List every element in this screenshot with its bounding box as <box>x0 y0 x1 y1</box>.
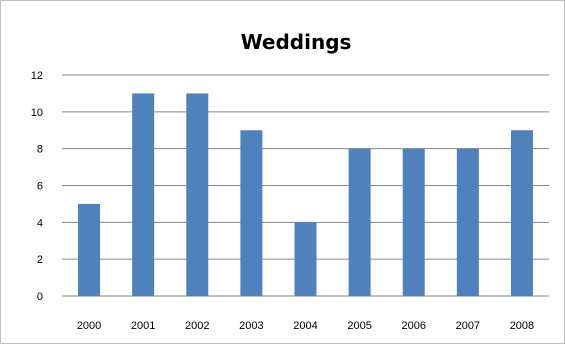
bar-2002 <box>186 93 209 297</box>
bar-2000 <box>78 203 101 296</box>
bar-2004 <box>294 222 317 296</box>
x-tick-label: 2004 <box>293 320 317 332</box>
bar-2005 <box>348 148 371 296</box>
bar-2007 <box>456 148 479 296</box>
bar-2006 <box>402 148 425 296</box>
x-tick-label: 2008 <box>510 320 534 332</box>
bar-2003 <box>240 130 263 296</box>
bar-2008 <box>510 130 533 296</box>
x-tick-label: 2007 <box>456 320 480 332</box>
x-tick-label: 2000 <box>77 320 101 332</box>
y-tick-label: 2 <box>37 254 43 266</box>
y-tick-label: 8 <box>37 144 43 156</box>
y-tick-label: 4 <box>37 217 43 229</box>
y-axis-ticks: 0 2 4 6 8 10 12 <box>31 70 43 303</box>
x-axis-ticks: 2000 2001 2002 2003 2004 2005 2006 2007 2008 <box>77 320 534 332</box>
chart-title: Weddings <box>241 30 352 54</box>
y-tick-label: 12 <box>31 70 43 82</box>
y-tick-label: 0 <box>37 291 43 303</box>
x-tick-label: 2005 <box>347 320 371 332</box>
x-tick-label: 2002 <box>185 320 209 332</box>
x-tick-label: 2003 <box>239 320 263 332</box>
x-tick-label: 2001 <box>131 320 155 332</box>
bar-2001 <box>132 93 155 297</box>
x-tick-label: 2006 <box>401 320 425 332</box>
y-tick-label: 10 <box>31 107 43 119</box>
y-tick-label: 6 <box>37 181 43 193</box>
bars <box>78 93 533 297</box>
